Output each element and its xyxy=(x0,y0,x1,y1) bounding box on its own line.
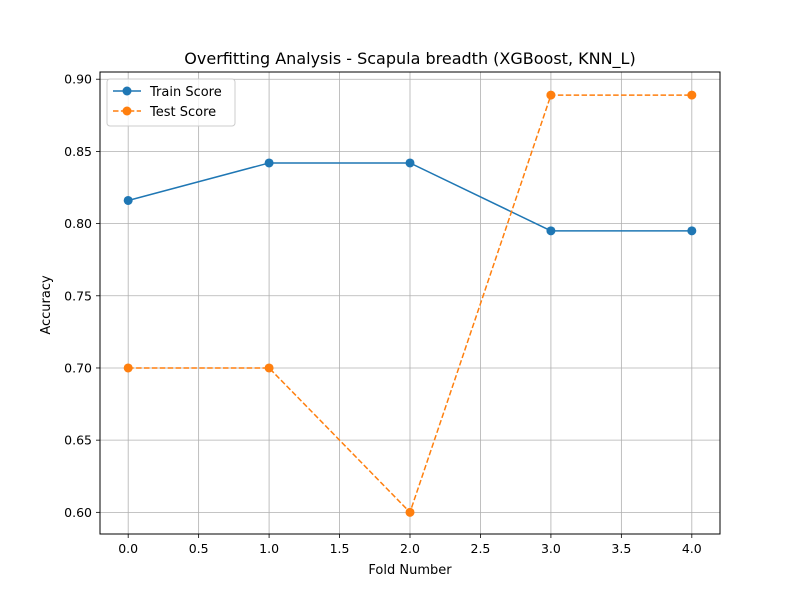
x-tick-label: 1.5 xyxy=(330,541,350,556)
data-point-test-score xyxy=(264,363,274,373)
y-tick-label: 0.90 xyxy=(64,72,92,87)
data-point-test-score xyxy=(123,363,133,373)
data-point-test-score xyxy=(546,90,556,100)
y-axis-title: Accuracy xyxy=(39,275,54,335)
data-point-train-score xyxy=(123,195,133,205)
data-point-test-score xyxy=(405,507,415,517)
x-tick-label: 1.0 xyxy=(259,541,279,556)
y-tick-label: 0.65 xyxy=(64,433,92,448)
x-tick-label: 0.0 xyxy=(118,541,138,556)
x-tick-label: 0.5 xyxy=(189,541,209,556)
chart-title: Overfitting Analysis - Scapula breadth (… xyxy=(184,49,635,69)
data-point-train-score xyxy=(405,158,415,168)
x-tick-label: 2.5 xyxy=(471,541,491,556)
data-point-train-score xyxy=(546,226,556,236)
series-lines xyxy=(123,90,697,517)
y-tick-label: 0.85 xyxy=(64,144,92,159)
legend: Train Score Test Score xyxy=(106,78,236,127)
x-axis-title: Fold Number xyxy=(368,563,452,578)
y-tick-label: 0.75 xyxy=(64,288,92,303)
y-tick-label: 0.60 xyxy=(64,505,92,520)
legend-test-marker xyxy=(122,106,132,116)
x-tick-label: 3.0 xyxy=(541,541,561,556)
axis-ticks: 0.0 0.5 1.0 1.5 2.0 2.5 3.0 3.5 4.0 0.60 0.65 0.70 0… xyxy=(64,72,702,556)
x-tick-label: 3.5 xyxy=(611,541,631,556)
y-tick-label: 0.70 xyxy=(64,360,92,375)
data-point-train-score xyxy=(687,226,697,236)
x-tick-label: 4.0 xyxy=(682,541,702,556)
legend-train-marker xyxy=(122,86,132,96)
legend-test-label: Test Score xyxy=(149,105,216,120)
legend-train-label: Train Score xyxy=(149,85,222,100)
data-point-train-score xyxy=(264,158,274,168)
y-tick-label: 0.80 xyxy=(64,216,92,231)
data-point-test-score xyxy=(687,90,697,100)
x-tick-label: 2.0 xyxy=(400,541,420,556)
